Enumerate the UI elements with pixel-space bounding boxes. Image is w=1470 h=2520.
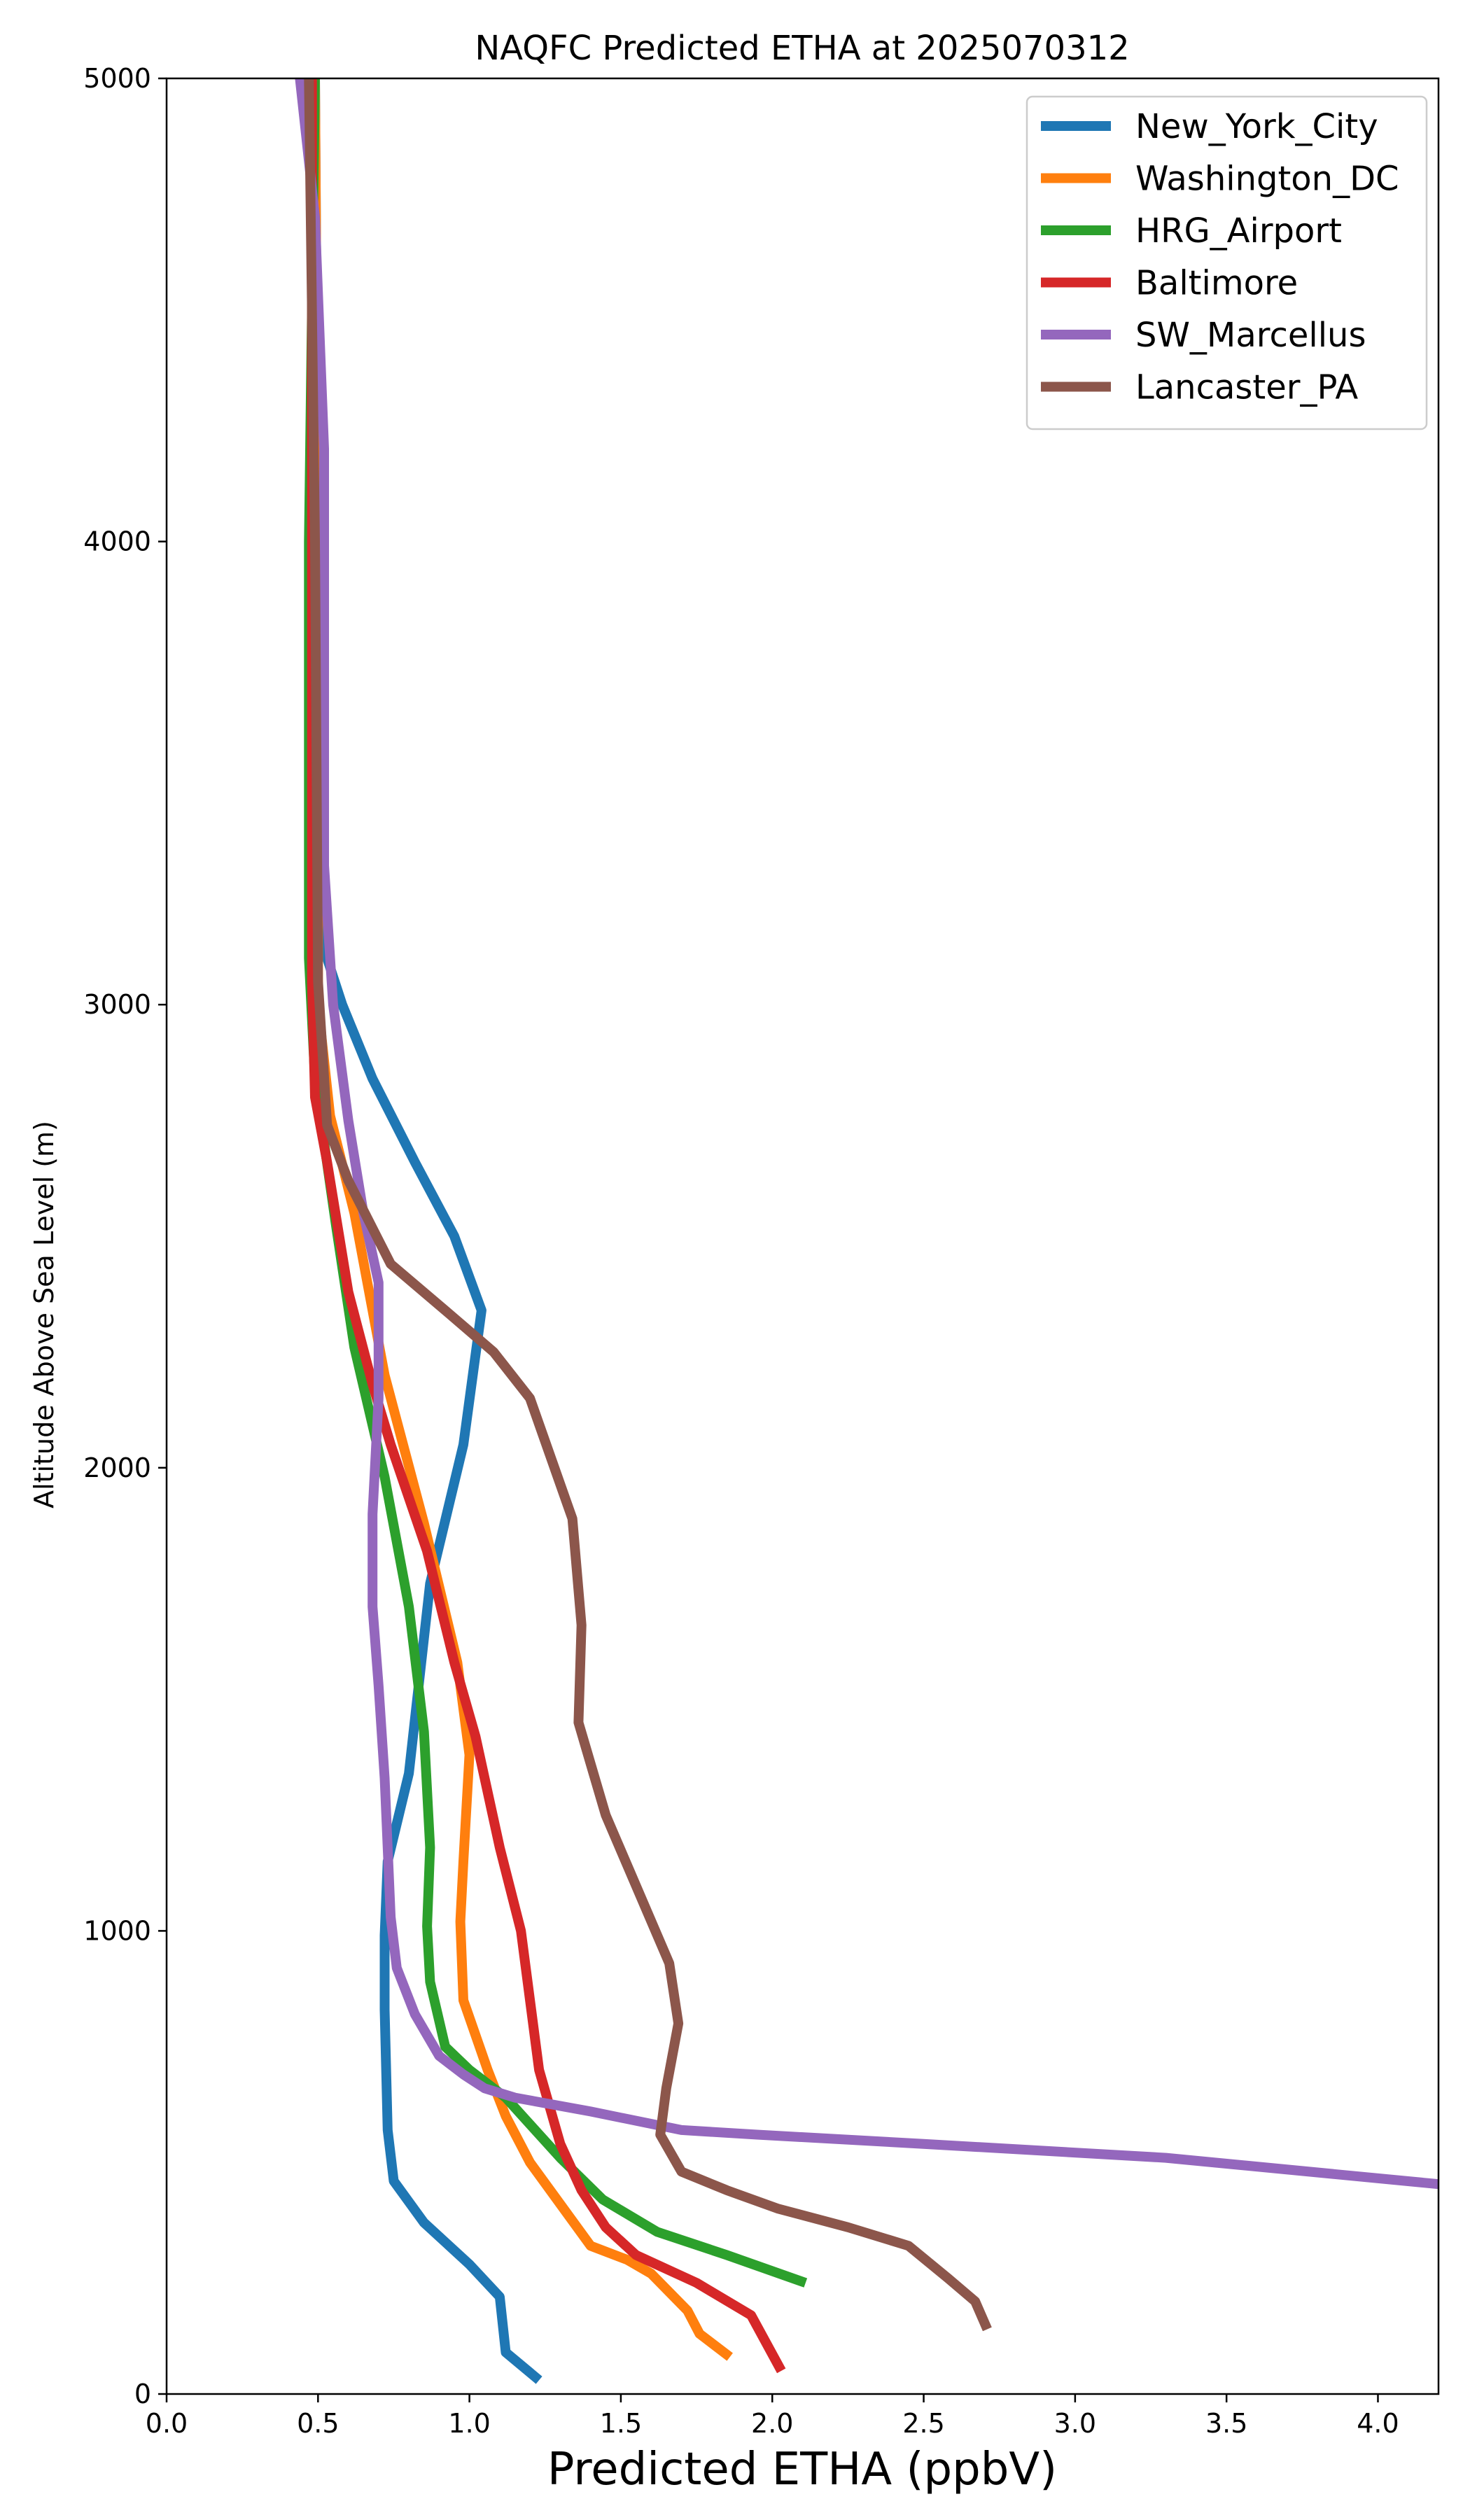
axis-ticks: 0.0 0.5 1.0 1.5 2.0 2.5 3.0 3.5 4.0 0 1000 2000 3000… <box>83 63 1399 2439</box>
series-line-sw-marcellus <box>295 78 1438 2190</box>
x-tick-label: 2.0 <box>751 2408 793 2439</box>
x-tick-label: 2.5 <box>902 2408 944 2439</box>
series-line-lancaster-pa <box>304 78 992 2332</box>
x-tick-label: 1.0 <box>448 2408 490 2439</box>
chart-title: NAQFC Predicted ETHA at 2025070312 <box>475 29 1129 68</box>
x-tick-label: 4.0 <box>1357 2408 1399 2439</box>
x-tick-label: 0.0 <box>146 2408 188 2439</box>
x-tick-label: 1.5 <box>600 2408 642 2439</box>
legend-label: HRG_Airport <box>1135 211 1342 251</box>
y-tick-label: 2000 <box>83 1452 151 1483</box>
legend-label: Lancaster_PA <box>1135 368 1358 407</box>
legend-label: Washington_DC <box>1135 160 1399 199</box>
legend-label: Baltimore <box>1135 264 1298 303</box>
legend: New_York_City Washington_DC HRG_Airport Bal… <box>1026 95 1428 430</box>
series-line-baltimore <box>307 78 786 2374</box>
y-axis-label: Altitude Above Sea Level (m) <box>29 1121 59 1508</box>
axes-frame <box>165 77 1440 2395</box>
y-tick-label: 5000 <box>83 63 151 94</box>
x-tick-label: 3.0 <box>1054 2408 1096 2439</box>
x-axis-label: Predicted ETHA (ppbV) <box>547 2444 1057 2496</box>
plot-area <box>295 78 1438 2384</box>
y-tick-label: 4000 <box>83 526 151 557</box>
legend-box <box>1026 95 1428 430</box>
x-tick-label: 0.5 <box>297 2408 339 2439</box>
legend-label: New_York_City <box>1135 107 1378 146</box>
y-tick-label: 3000 <box>83 989 151 1020</box>
legend-label: SW_Marcellus <box>1135 316 1366 355</box>
x-tick-label: 3.5 <box>1205 2408 1247 2439</box>
y-tick-label: 1000 <box>83 1915 151 1946</box>
y-tick-label: 0 <box>134 2379 151 2409</box>
